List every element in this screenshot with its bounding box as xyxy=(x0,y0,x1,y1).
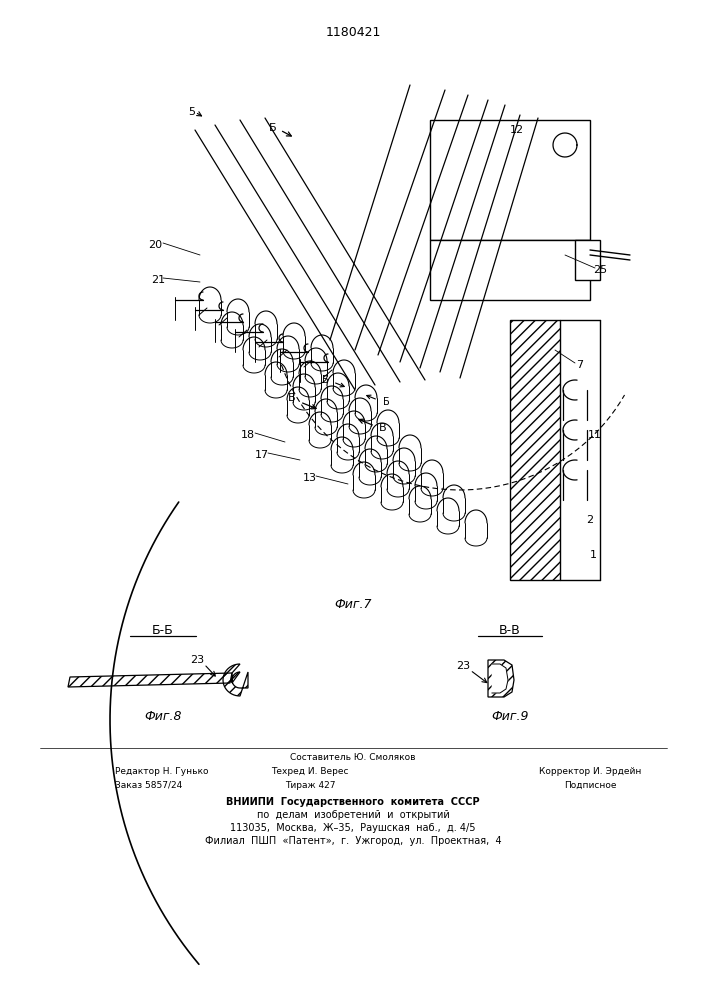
Text: 23: 23 xyxy=(456,661,470,671)
Text: 23: 23 xyxy=(190,655,204,665)
Text: Заказ 5857/24: Заказ 5857/24 xyxy=(115,780,182,790)
Text: 113035,  Москва,  Ж–35,  Раушская  наб.,  д. 4/5: 113035, Москва, Ж–35, Раушская наб., д. … xyxy=(230,823,476,833)
Text: 2: 2 xyxy=(586,515,594,525)
Text: 12: 12 xyxy=(510,125,524,135)
Text: 5: 5 xyxy=(189,107,196,117)
Text: 25: 25 xyxy=(593,265,607,275)
Text: Б: Б xyxy=(322,375,328,385)
Polygon shape xyxy=(575,240,600,280)
Text: Техред И. Верес: Техред И. Верес xyxy=(271,768,349,776)
Text: 21: 21 xyxy=(151,275,165,285)
Polygon shape xyxy=(430,120,590,240)
Text: Филиал  ПШП  «Патент»,  г.  Ужгород,  ул.  Проектная,  4: Филиал ПШП «Патент», г. Ужгород, ул. Про… xyxy=(205,836,501,846)
Text: Корректор И. Эрдейн: Корректор И. Эрдейн xyxy=(539,768,641,776)
Text: 1: 1 xyxy=(590,550,597,560)
Text: Подписное: Подписное xyxy=(563,780,617,790)
Text: по  делам  изобретений  и  открытий: по делам изобретений и открытий xyxy=(257,810,450,820)
Text: 18: 18 xyxy=(241,430,255,440)
Text: Фиг.7: Фиг.7 xyxy=(334,598,372,611)
Text: Составитель Ю. Смоляков: Составитель Ю. Смоляков xyxy=(291,754,416,762)
Polygon shape xyxy=(430,240,590,300)
Text: 1180421: 1180421 xyxy=(325,25,380,38)
Text: Фиг.9: Фиг.9 xyxy=(491,710,529,724)
Text: В: В xyxy=(288,393,296,403)
Text: Тираж 427: Тираж 427 xyxy=(285,780,335,790)
Text: Редактор Н. Гунько: Редактор Н. Гунько xyxy=(115,768,209,776)
Text: Б-Б: Б-Б xyxy=(152,624,174,637)
Text: В-В: В-В xyxy=(499,624,521,637)
Text: 13: 13 xyxy=(303,473,317,483)
Text: ВНИИПИ  Государственного  комитета  СССР: ВНИИПИ Государственного комитета СССР xyxy=(226,797,480,807)
Text: Б: Б xyxy=(382,397,390,407)
Text: Б: Б xyxy=(269,123,277,133)
Text: Фиг.8: Фиг.8 xyxy=(144,710,182,724)
Text: 7: 7 xyxy=(576,360,583,370)
Text: 11: 11 xyxy=(588,430,602,440)
Text: 17: 17 xyxy=(255,450,269,460)
Text: 20: 20 xyxy=(148,240,162,250)
Text: В: В xyxy=(379,423,387,433)
Polygon shape xyxy=(492,664,508,693)
